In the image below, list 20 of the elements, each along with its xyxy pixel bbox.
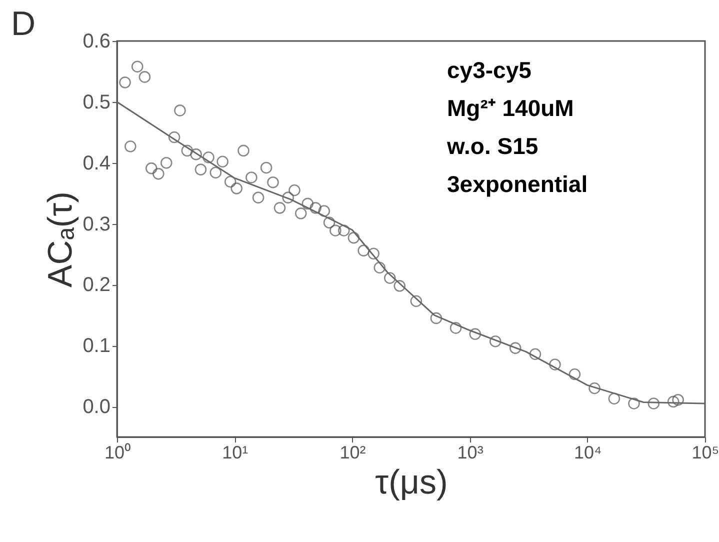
y-tick-label: 0.0	[82, 396, 110, 418]
annotation: w.o. S15	[446, 133, 538, 159]
y-tick-label: 0.1	[82, 335, 110, 358]
annotation: Mg²⁺ 140uM	[447, 95, 574, 121]
y-tick-label: 0.3	[82, 213, 110, 236]
x-tick-label: 10²	[340, 442, 366, 462]
x-tick-label: 10⁰	[104, 442, 131, 462]
annotation: cy3-cy5	[447, 57, 532, 83]
x-tick-label: 10¹	[222, 442, 248, 462]
y-tick-label: 0.6	[82, 30, 110, 52]
y-tick-label: 0.2	[82, 274, 110, 296]
x-tick-label: 10⁴	[574, 442, 602, 462]
x-axis-title: τ(μs)	[375, 464, 448, 502]
chart-title: D	[11, 5, 36, 43]
annotation: 3exponential	[447, 171, 588, 197]
y-tick-label: 0.4	[82, 152, 110, 174]
y-tick-label: 0.5	[82, 91, 110, 114]
y-axis-title: ACₐ(τ)	[42, 192, 80, 288]
x-tick-label: 10⁵	[692, 442, 719, 462]
x-tick-label: 10³	[457, 442, 484, 462]
